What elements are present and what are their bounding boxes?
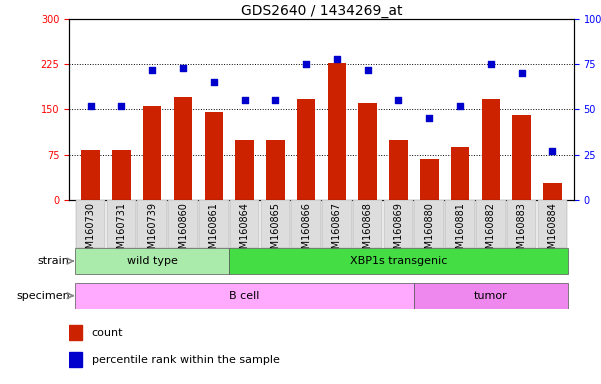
Point (486, 61, 496, 68)
Text: tumor: tumor (474, 291, 508, 301)
Point (209, 79, 219, 86)
Bar (328, 63, 346, 200)
FancyBboxPatch shape (75, 248, 229, 274)
FancyBboxPatch shape (445, 200, 475, 248)
Point (394, 98, 403, 104)
FancyBboxPatch shape (230, 200, 260, 248)
Bar (112, 151, 130, 200)
FancyBboxPatch shape (229, 248, 568, 274)
Point (548, 148, 557, 154)
Text: strain: strain (38, 256, 70, 266)
Bar (81, 151, 100, 200)
Text: GSM160881: GSM160881 (455, 202, 465, 261)
Point (178, 65, 188, 71)
Bar (358, 103, 377, 200)
FancyBboxPatch shape (75, 283, 414, 309)
Bar (69, 325, 82, 340)
Text: GSM160860: GSM160860 (178, 202, 188, 261)
FancyBboxPatch shape (383, 200, 413, 248)
FancyBboxPatch shape (199, 200, 228, 248)
FancyBboxPatch shape (476, 200, 505, 248)
FancyBboxPatch shape (76, 200, 105, 248)
Text: GSM160884: GSM160884 (548, 202, 557, 261)
Point (424, 115, 434, 121)
FancyBboxPatch shape (507, 200, 537, 248)
Text: GSM160731: GSM160731 (117, 202, 126, 261)
Point (117, 103, 126, 109)
Bar (69, 352, 82, 367)
Text: XBP1s transgenic: XBP1s transgenic (350, 256, 447, 266)
FancyBboxPatch shape (322, 200, 352, 248)
Text: GSM160861: GSM160861 (209, 202, 219, 261)
Point (517, 70, 526, 76)
Bar (266, 139, 285, 200)
FancyBboxPatch shape (261, 200, 290, 248)
Bar (174, 98, 192, 200)
Text: percentile rank within the sample: percentile rank within the sample (92, 354, 279, 364)
Text: GSM160869: GSM160869 (394, 202, 403, 261)
Point (240, 98, 249, 104)
Bar (420, 159, 439, 200)
Title: GDS2640 / 1434269_at: GDS2640 / 1434269_at (241, 4, 402, 18)
FancyBboxPatch shape (415, 200, 444, 248)
Text: GSM160865: GSM160865 (270, 202, 280, 261)
FancyBboxPatch shape (168, 200, 198, 248)
Text: B cell: B cell (230, 291, 260, 301)
Point (332, 56, 342, 62)
Text: count: count (92, 328, 123, 338)
Text: GSM160730: GSM160730 (86, 202, 96, 261)
Text: GSM160864: GSM160864 (240, 202, 249, 261)
Bar (143, 106, 162, 200)
Bar (297, 99, 316, 200)
Bar (389, 139, 407, 200)
Point (301, 61, 311, 68)
Point (86, 103, 96, 109)
Point (363, 67, 373, 73)
FancyBboxPatch shape (106, 200, 136, 248)
Bar (204, 113, 223, 200)
Text: wild type: wild type (127, 256, 178, 266)
Bar (451, 147, 469, 200)
Text: specimen: specimen (16, 291, 70, 301)
Text: GSM160739: GSM160739 (147, 202, 157, 261)
FancyBboxPatch shape (414, 283, 568, 309)
Text: GSM160883: GSM160883 (517, 202, 526, 261)
FancyBboxPatch shape (538, 200, 567, 248)
Point (270, 98, 280, 104)
Text: GSM160867: GSM160867 (332, 202, 342, 261)
Bar (236, 139, 254, 200)
Bar (513, 116, 531, 200)
Point (455, 103, 465, 109)
Point (147, 67, 157, 73)
Text: GSM160868: GSM160868 (363, 202, 373, 261)
Text: GSM160880: GSM160880 (424, 202, 435, 261)
Text: GSM160866: GSM160866 (301, 202, 311, 261)
Text: GSM160882: GSM160882 (486, 202, 496, 261)
FancyBboxPatch shape (138, 200, 167, 248)
Bar (481, 99, 500, 200)
Bar (543, 183, 562, 200)
FancyBboxPatch shape (291, 200, 321, 248)
FancyBboxPatch shape (353, 200, 382, 248)
